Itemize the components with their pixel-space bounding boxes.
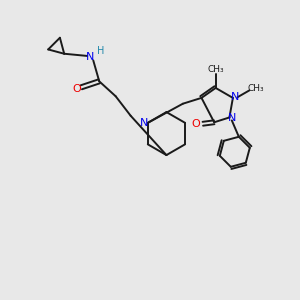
Text: O: O (73, 84, 81, 94)
Text: N: N (228, 113, 236, 123)
Text: CH₃: CH₃ (248, 84, 264, 93)
Text: N: N (86, 52, 94, 62)
Text: N: N (140, 118, 148, 128)
Text: CH₃: CH₃ (207, 65, 224, 74)
Text: O: O (191, 119, 200, 129)
Text: H: H (97, 46, 104, 56)
Text: N: N (231, 92, 239, 102)
